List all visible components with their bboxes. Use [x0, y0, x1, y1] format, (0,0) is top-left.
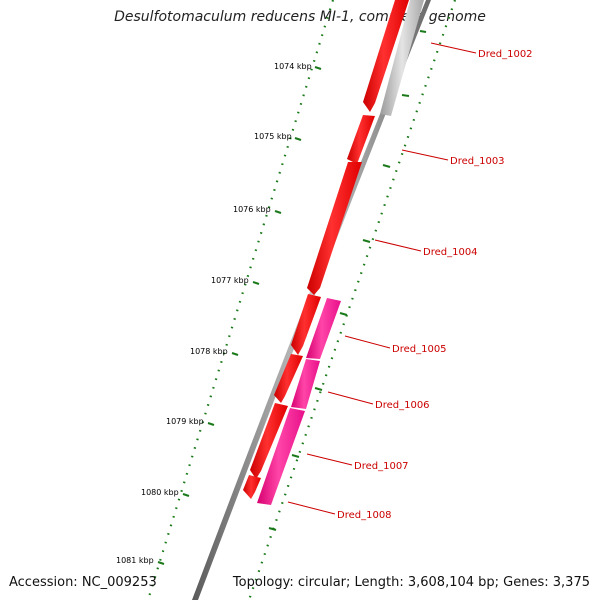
gene-arrow	[291, 294, 321, 355]
scale-label: 1080 kbp	[141, 488, 179, 497]
scale-tick	[252, 281, 260, 285]
reverse-strand-genes	[257, 298, 341, 505]
scale-tick	[157, 561, 165, 565]
scale-label: 1074 kbp	[274, 62, 312, 71]
scale-labels: 1074 kbp 1075 kbp 1076 kbp 1077 kbp 1078 kbp…	[116, 62, 322, 565]
scale-tick	[294, 137, 302, 141]
gene-leader-line	[327, 391, 374, 405]
gene-label[interactable]: Dred_1006	[375, 400, 430, 411]
scale-tick	[207, 422, 215, 426]
gene-arrow	[257, 408, 305, 505]
scale-label: 1081 kbp	[116, 556, 154, 565]
scale-label: 1078 kbp	[190, 347, 228, 356]
gene-arrow	[363, 0, 409, 112]
gene-arrow	[347, 115, 375, 164]
gene-leader-line	[344, 335, 391, 349]
scale-tick	[314, 66, 322, 70]
gene-label[interactable]: Dred_1002	[478, 49, 533, 60]
scale-label: 1076 kbp	[233, 205, 271, 214]
gene-arrow	[307, 162, 362, 295]
gene-labels: Dred_1002 Dred_1003 Dred_1004 Dred_1005 Dred…	[287, 42, 533, 521]
feature-grey	[380, 0, 424, 116]
genome-summary: Topology: circular; Length: 3,608,104 bp…	[232, 575, 590, 590]
gene-label[interactable]: Dred_1005	[392, 344, 447, 355]
scale-tick	[274, 210, 282, 214]
gene-arrow	[291, 359, 320, 409]
gene-arrow	[274, 354, 303, 403]
outer-ring-ticks	[268, 30, 427, 531]
scale-tick	[182, 493, 190, 497]
scale-label: 1075 kbp	[254, 132, 292, 141]
scale-tick	[231, 352, 239, 356]
gene-label[interactable]: Dred_1004	[423, 247, 478, 258]
gene-leader-line	[374, 239, 422, 252]
accession-text: Accession: NC_009253	[9, 575, 157, 590]
forward-strand-genes	[243, 0, 409, 499]
gene-label[interactable]: Dred_1007	[354, 461, 409, 472]
gene-leader-line	[306, 453, 353, 466]
gene-arrow	[250, 403, 288, 479]
gene-label[interactable]: Dred_1008	[337, 510, 392, 521]
gene-arrow	[243, 475, 261, 499]
scale-label: 1079 kbp	[166, 417, 204, 426]
gene-arrow	[306, 298, 341, 359]
gene-leader-line	[287, 501, 336, 515]
gene-label[interactable]: Dred_1003	[450, 156, 505, 167]
gene-leader-line	[401, 149, 449, 161]
scale-dotted-ring	[146, 0, 335, 600]
gene-leader-line	[430, 42, 477, 54]
scale-label: 1077 kbp	[211, 276, 249, 285]
